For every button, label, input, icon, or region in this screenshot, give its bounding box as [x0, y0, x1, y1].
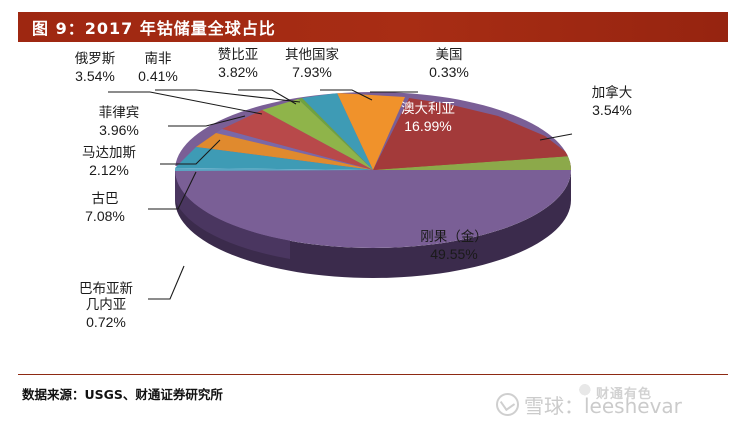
label-russia: 俄罗斯 3.54% [58, 51, 132, 84]
leader-canada [539, 133, 573, 141]
bird-icon [574, 382, 592, 396]
leader-russia-2 [149, 91, 263, 115]
label-madagascar-value: 2.12% [89, 161, 129, 178]
label-congo-name: 刚果（金） [420, 229, 488, 245]
slice-papua[interactable] [175, 168, 373, 171]
slice-usa[interactable] [373, 97, 409, 170]
label-canada-name: 加拿大 [591, 85, 633, 101]
source-note: 数据来源：USGS、财通证券研究所 [22, 387, 223, 402]
slice-others[interactable] [337, 93, 405, 170]
slice-russia[interactable] [262, 99, 373, 170]
label-canada: 加拿大 3.54% [570, 85, 654, 118]
label-southafrica-value: 0.41% [138, 67, 178, 84]
label-philippines-value: 3.96% [99, 121, 139, 138]
watermark-main: 雪球：leeshevar [496, 390, 682, 419]
pie-slices [175, 92, 571, 248]
label-cuba-name: 古巴 [91, 191, 119, 207]
leader-madagascar [160, 139, 221, 165]
label-australia-value: 16.99% [404, 117, 452, 134]
label-southafrica-name: 南非 [144, 51, 172, 67]
watermark: 雪球：leeshevar 财通有色 [496, 382, 746, 424]
page-title: 图 9：2017 年钴储量全球占比 [32, 19, 276, 38]
label-canada-value: 3.54% [592, 101, 632, 118]
label-australia: 澳大利亚 16.99% [378, 101, 478, 134]
figure-title-banner: 图 9：2017 年钴储量全球占比 [18, 12, 728, 42]
watermark-sub: 财通有色 [596, 387, 653, 402]
label-madagascar-name: 马达加斯 [82, 145, 136, 161]
label-russia-name: 俄罗斯 [74, 51, 116, 67]
label-cuba: 古巴 7.08% [64, 191, 146, 224]
label-cuba-value: 7.08% [85, 207, 125, 224]
label-papua-name-1: 巴布亚新 [79, 281, 133, 297]
leader-others [320, 89, 373, 101]
label-congo: 刚果（金） 49.55% [398, 229, 510, 262]
label-southafrica: 南非 0.41% [126, 51, 190, 84]
label-usa: 美国 0.33% [412, 47, 486, 80]
leader-zambia [238, 89, 297, 105]
slice-philippines[interactable] [222, 110, 373, 170]
slice-cuba[interactable] [175, 147, 373, 170]
slice-southafrica[interactable] [298, 98, 373, 170]
label-australia-name: 澳大利亚 [401, 101, 455, 117]
label-zambia-name: 赞比亚 [217, 47, 259, 63]
watermark-text: 雪球：leeshevar [524, 394, 682, 418]
leader-papua [148, 265, 185, 300]
label-usa-value: 0.33% [429, 63, 469, 80]
label-others-value: 7.93% [292, 63, 332, 80]
label-zambia-value: 3.82% [218, 63, 258, 80]
label-papua-name-2: 几内亚 [85, 296, 127, 313]
label-philippines-name: 菲律宾 [98, 105, 140, 121]
leader-lines [108, 89, 573, 300]
slice-australia-main[interactable] [373, 98, 571, 170]
label-congo-value: 49.55% [430, 245, 478, 262]
label-madagascar: 马达加斯 2.12% [60, 145, 158, 178]
xueqiu-logo-icon [496, 393, 519, 416]
leader-philippines [168, 115, 246, 127]
leader-cuba [148, 171, 197, 210]
label-philippines: 菲律宾 3.96% [78, 105, 160, 138]
label-others-name: 其他国家 [285, 47, 339, 63]
label-papua: 巴布亚新 几内亚 0.72% [58, 281, 154, 330]
slice-madagascar[interactable] [196, 133, 373, 170]
slice-southafrica-sliver[interactable] [216, 129, 373, 170]
label-russia-value: 3.54% [75, 67, 115, 84]
leader-southafrica [155, 89, 301, 103]
footer-divider [18, 374, 728, 375]
slice-congo-bottom[interactable] [175, 170, 571, 248]
label-usa-name: 美国 [435, 47, 463, 63]
pie-chart-svg [108, 89, 573, 300]
label-zambia: 赞比亚 3.82% [198, 47, 278, 80]
label-others: 其他国家 7.93% [268, 47, 356, 80]
pie-chart-area: 俄罗斯 3.54% 南非 0.41% 赞比亚 3.82% 其他国家 7.93% … [0, 44, 746, 362]
label-papua-value: 0.72% [86, 313, 126, 330]
slice-zambia[interactable] [302, 93, 373, 170]
